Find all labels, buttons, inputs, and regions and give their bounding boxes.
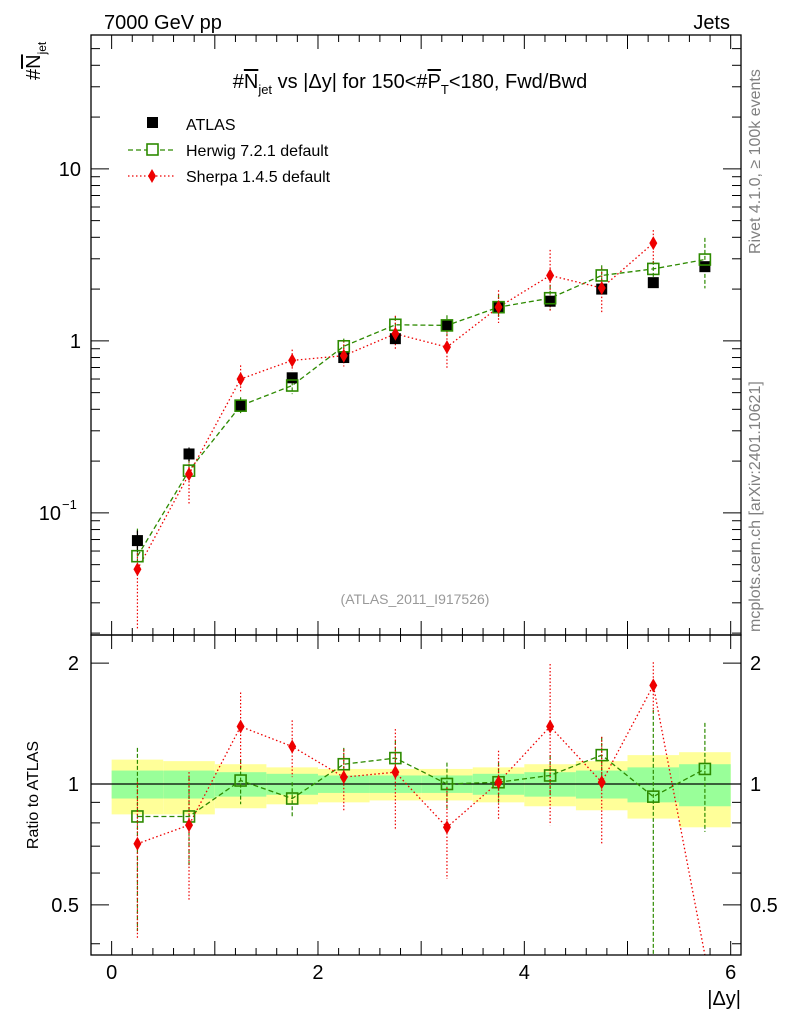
sherpa-ratio-point <box>597 775 606 790</box>
ratio-y-tick-label-right: 0.5 <box>750 895 778 917</box>
sherpa-ratio-point <box>288 739 297 754</box>
ratio-y-axis-label: Ratio to ATLAS <box>25 741 42 849</box>
ratio-y-tick-label-right: 1 <box>750 774 761 796</box>
atlas-point <box>286 372 298 384</box>
process-label: Jets <box>693 12 730 34</box>
atlas-point <box>183 448 195 460</box>
ratio-y-tick-label: 0.5 <box>51 895 79 917</box>
ratio-panel-series <box>91 662 741 956</box>
chart-title-n: N <box>244 71 258 93</box>
legend-label-atlas: ATLAS <box>186 117 236 134</box>
sherpa-ratio-point <box>133 836 142 851</box>
sherpa-ratio-line <box>137 683 706 956</box>
atlas-point <box>647 277 659 289</box>
herwig-ratio-point <box>647 790 660 803</box>
x-tick-label: 6 <box>725 962 736 984</box>
sherpa-ratio-point <box>649 678 658 693</box>
atlas-point <box>131 535 143 547</box>
sherpa-point <box>339 348 348 363</box>
chart-title: #Njet vs |Δy| for 150<#PT<180, Fwd/Bwd <box>233 71 588 97</box>
sherpa-point <box>546 268 555 283</box>
main-y-axis-label: #Njet <box>23 41 49 80</box>
x-tick-label: 0 <box>106 962 117 984</box>
sherpa-point <box>236 372 245 387</box>
herwig-point <box>543 291 557 305</box>
main-y-tick-label-exponent: −1 <box>62 497 77 512</box>
herwig-ratio-point <box>595 748 609 762</box>
ratio-panel-frame <box>90 634 742 956</box>
herwig-point <box>131 549 144 563</box>
main-y-tick-label: 10 <box>59 159 81 181</box>
herwig-ratio-point <box>389 751 402 765</box>
x-tick-label: 2 <box>312 962 323 984</box>
mcplots-label: mcplots.cern.ch [arXiv:2401.10621] <box>747 381 764 632</box>
sherpa-point <box>649 236 658 251</box>
atlas-point <box>699 261 711 273</box>
chart-title-jet: jet <box>257 82 272 97</box>
sherpa-ratio-point <box>442 820 451 835</box>
herwig-ratio-point <box>440 777 454 791</box>
herwig-ratio-point <box>234 774 247 787</box>
sherpa-point <box>494 300 503 315</box>
sherpa-line <box>136 242 654 570</box>
herwig-point <box>647 262 660 276</box>
ratio-y-tick-label-right: 2 <box>750 653 761 675</box>
chart-title-post: <180, Fwd/Bwd <box>449 71 587 93</box>
sherpa-point <box>391 326 400 341</box>
sherpa-point <box>185 467 194 482</box>
atlas-point <box>441 320 453 332</box>
sherpa-point <box>288 353 297 368</box>
x-axis-label: |Δy| <box>707 988 741 1010</box>
herwig-point <box>234 399 247 412</box>
sherpa-point <box>597 280 606 295</box>
x-tick-label: 4 <box>519 962 530 984</box>
sherpa-ratio-point <box>546 719 555 734</box>
legend-label-herwig: Herwig 7.2.1 default <box>186 143 329 160</box>
legend: ATLAS Herwig 7.2.1 default Sherpa 1.4.5 … <box>128 117 331 186</box>
legend-marker-herwig <box>146 143 159 156</box>
main-y-axis-label-n: N <box>23 54 45 68</box>
herwig-point <box>440 319 454 332</box>
sherpa-ratio-point <box>185 818 194 833</box>
main-y-tick-label: 10 <box>39 503 61 525</box>
main-y-axis-label-sub: jet <box>35 41 49 55</box>
main-y-axis-label-hash: # <box>23 68 45 80</box>
herwig-ratio-point <box>337 757 351 771</box>
sherpa-ratio-point <box>494 775 503 790</box>
atlas-point <box>544 295 556 307</box>
sherpa-ratio-point <box>339 770 348 785</box>
main-panel-series <box>131 230 712 630</box>
main-y-tick-label: 1 <box>70 331 81 353</box>
herwig-ratio-point <box>698 762 712 776</box>
sherpa-ratio-point <box>236 719 245 734</box>
sherpa-ratio-point <box>391 765 400 780</box>
ratio-y-tick-label: 2 <box>68 653 79 675</box>
herwig-line <box>136 258 706 557</box>
herwig-ratio-point <box>285 792 299 805</box>
legend-marker-sherpa <box>148 169 156 183</box>
herwig-point <box>698 253 712 266</box>
chart-title-mid: vs |Δy| for 150<# <box>272 71 428 93</box>
legend-marker-atlas <box>147 117 158 128</box>
chart-title-t: T <box>441 82 449 97</box>
ratio-y-tick-label: 1 <box>68 774 79 796</box>
herwig-point <box>595 269 609 282</box>
rivet-label: Rivet 4.1.0, ≥ 100k events <box>747 69 764 254</box>
legend-label-sherpa: Sherpa 1.4.5 default <box>186 169 331 186</box>
energy-label: 7000 GeV pp <box>104 12 222 34</box>
atlas-point <box>235 400 247 412</box>
chart-title-hash: # <box>233 71 245 93</box>
sherpa-point <box>442 340 451 355</box>
sherpa-point <box>133 562 142 577</box>
chart-title-p: P <box>428 71 441 93</box>
analysis-watermark: (ATLAS_2011_I917526) <box>341 591 490 607</box>
herwig-point <box>285 379 299 392</box>
